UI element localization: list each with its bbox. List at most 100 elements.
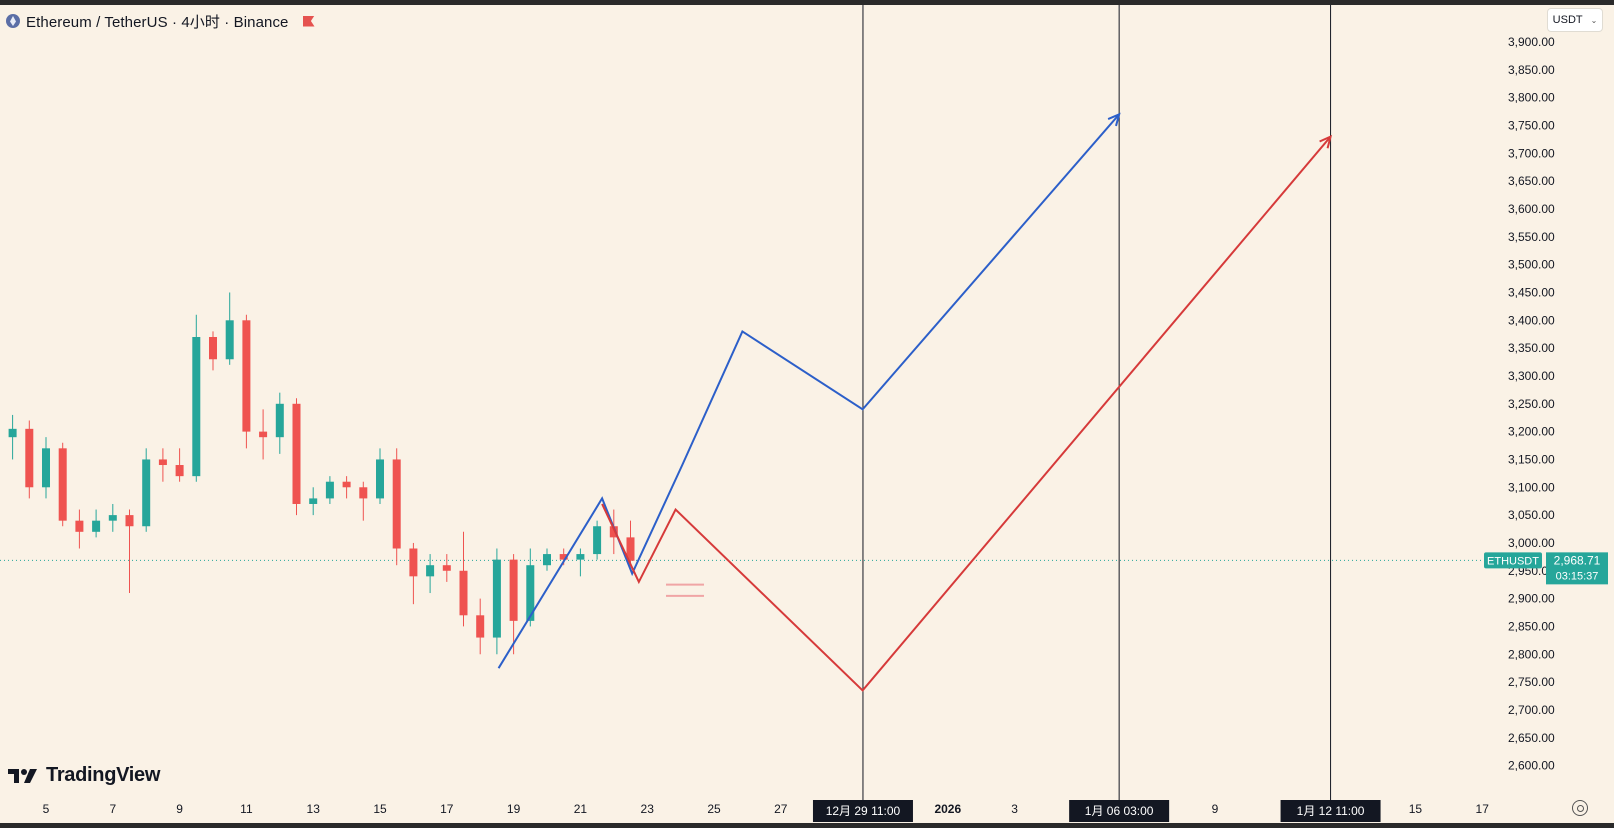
y-tick-label: 2,700.00 [1508,703,1555,717]
candle-body[interactable] [92,520,101,532]
price-tag-value: 2,968.71 [1554,553,1601,567]
candle-body[interactable] [8,428,17,438]
blue-forecast-arrowhead [1107,112,1121,127]
ethereum-logo-icon [6,14,20,28]
symbol-title[interactable]: Ethereum / TetherUS · 4小时 · Binance [26,13,289,31]
y-tick-label: 3,050.00 [1508,508,1555,522]
y-tick-label: 2,800.00 [1508,647,1555,661]
candle-body[interactable] [292,403,301,504]
y-tick-label: 3,550.00 [1508,230,1555,244]
y-tick-label: 3,650.00 [1508,174,1555,188]
candle-body[interactable] [442,565,451,571]
watermark-text: TradingView [46,764,161,786]
x-crosshair-label-bg [1280,800,1381,822]
last-price-tag[interactable]: ETHUSDT 2,968.71 03:15:37 [1484,552,1608,585]
x-tick-label: 17 [440,802,454,816]
y-tick-label: 3,750.00 [1508,118,1555,132]
candle-body[interactable] [526,565,535,621]
candle-body[interactable] [309,498,318,504]
y-tick-label: 3,500.00 [1508,258,1555,272]
candle-body[interactable] [58,448,67,521]
x-axis[interactable]: 5 7 9 11 13 15 17 19 21 23 25 27 2026 3 9 15 17 [43,802,1490,816]
x-tick-label: 15 [1409,802,1423,816]
candle-body[interactable] [509,559,518,621]
y-tick-label: 3,200.00 [1508,425,1555,439]
candle-body[interactable] [459,570,468,616]
candle-body[interactable] [342,481,351,488]
candle-body[interactable] [158,459,167,466]
candle-body[interactable] [392,459,401,549]
x-tick-label: 17 [1476,802,1490,816]
candle-body[interactable] [242,320,251,432]
blue-forecast-path[interactable] [497,113,1120,669]
candle-body[interactable] [25,428,34,488]
x-crosshair-label[interactable]: 12月 29 11:00 [812,800,913,822]
x-tick-label: 9 [1212,802,1219,816]
candle-body[interactable] [108,515,117,521]
price-tag-bg [1546,552,1608,585]
y-tick-label: 2,650.00 [1508,731,1555,745]
red-forecast-path[interactable] [601,135,1332,692]
candle-body[interactable] [593,526,602,555]
x-tick-label: 5 [43,802,50,816]
candle-body[interactable] [426,565,435,577]
candle-body[interactable] [325,481,334,499]
candle-body[interactable] [209,336,217,360]
x-crosshair-label-text: 12月 29 11:00 [826,804,901,818]
top-frame [0,0,1614,5]
candle-body[interactable] [376,459,384,499]
y-tick-label: 3,800.00 [1508,91,1555,105]
price-tag-countdown: 03:15:37 [1556,570,1599,582]
x-tick-label: 19 [507,802,521,816]
x-tick-label: 3 [1011,802,1018,816]
x-tick-label: 9 [176,802,183,816]
candle-body[interactable] [409,548,418,577]
candle-body[interactable] [125,515,134,527]
red-forecast-arrowhead [1319,134,1333,149]
candle-body[interactable] [42,448,50,488]
tradingview-watermark[interactable]: TradingView [8,764,160,787]
candle-body[interactable] [543,554,551,566]
y-tick-label: 3,900.00 [1508,35,1555,49]
candle-body[interactable] [192,336,201,477]
x-tick-label: 25 [707,802,721,816]
candle-body[interactable] [75,520,84,532]
candle-body[interactable] [476,615,485,638]
x-tick-label: 11 [240,802,253,816]
y-tick-label: 2,750.00 [1508,675,1555,689]
x-crosshair-label-text: 1月 12 11:00 [1297,804,1365,818]
candle-body[interactable] [359,487,368,499]
y-tick-label: 3,700.00 [1508,146,1555,160]
flag-icon[interactable] [302,15,315,27]
x-crosshair-label-bg [812,800,913,822]
y-tick-label: 3,150.00 [1508,452,1555,466]
bottom-frame [0,823,1614,828]
candle-body[interactable] [492,559,501,638]
currency-selector[interactable]: USDT ⌄ [1547,8,1603,32]
candle-body[interactable] [559,554,568,560]
y-tick-label: 3,000.00 [1508,536,1555,550]
x-crosshair-label-bg [1069,800,1170,822]
x-tick-label: 21 [574,802,588,816]
candle-body[interactable] [175,465,184,477]
settings-icon[interactable] [1572,800,1588,816]
candle-body[interactable] [142,459,151,527]
candle-body[interactable] [275,403,284,438]
y-axis[interactable]: 3,900.00 3,850.00 3,800.00 3,750.00 3,700.00… [1508,35,1555,773]
x-crosshair-label[interactable]: 1月 06 03:00 [1069,800,1170,822]
candle-body[interactable] [609,526,618,538]
y-tick-label: 3,600.00 [1508,202,1555,216]
candle-body[interactable] [259,431,268,438]
candle-body[interactable] [225,320,234,360]
x-tick-label: 13 [307,802,321,816]
symbol-tag-bg [1484,552,1542,569]
candle-body[interactable] [626,537,635,561]
candles[interactable] [0,292,635,655]
y-tick-label: 3,300.00 [1508,369,1555,383]
x-crosshair-label[interactable]: 1月 12 11:00 [1280,800,1381,822]
chart-header: Ethereum / TetherUS · 4小时 · Binance [6,10,315,32]
y-tick-label: 3,100.00 [1508,480,1555,494]
candle-body[interactable] [576,554,585,560]
x-tick-label: 27 [774,802,788,816]
